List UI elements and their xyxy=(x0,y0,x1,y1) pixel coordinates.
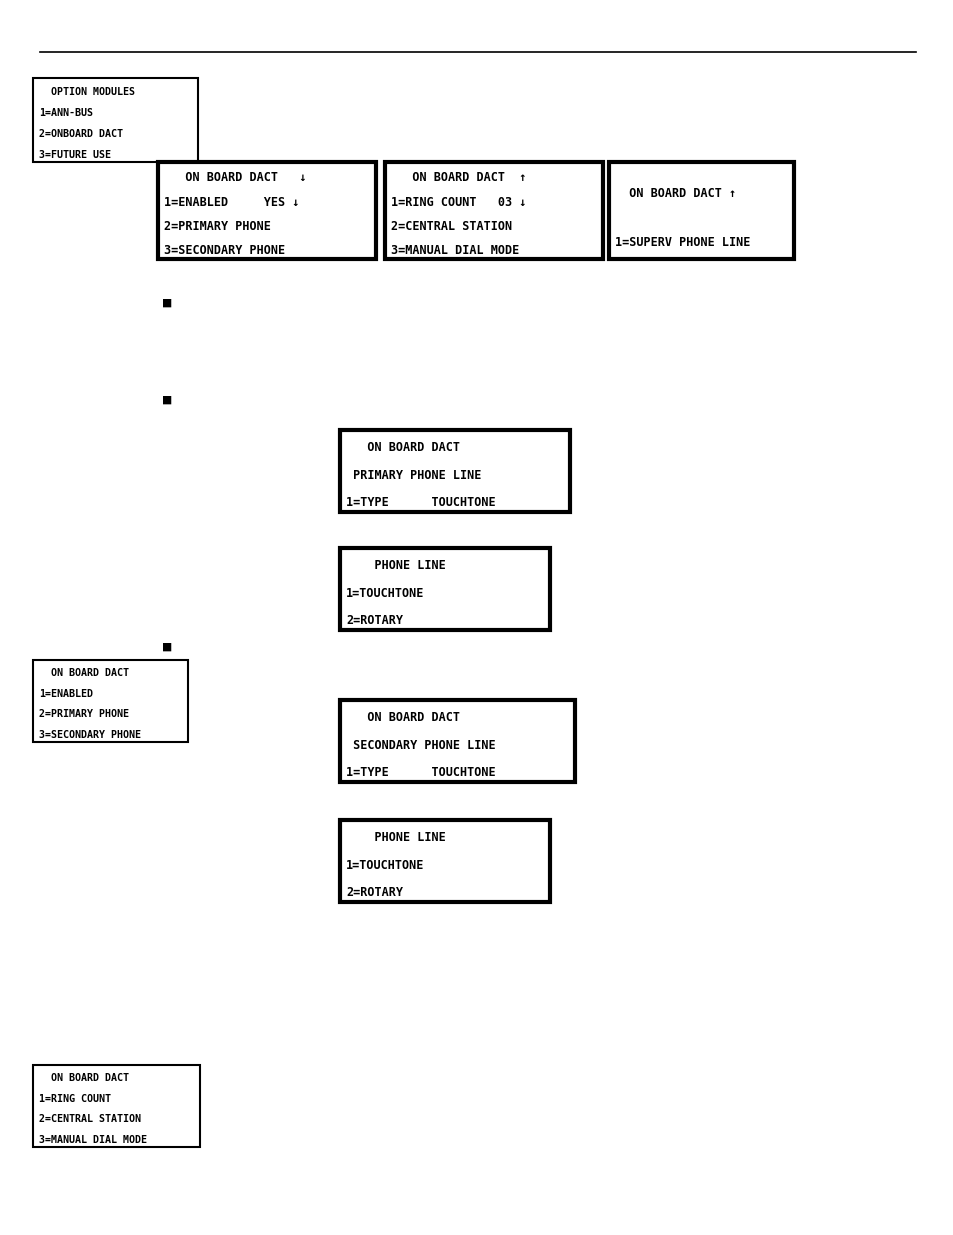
Text: 3=MANUAL DIAL MODE: 3=MANUAL DIAL MODE xyxy=(391,245,518,257)
Bar xyxy=(339,820,550,902)
Text: 1=RING COUNT   03 ↓: 1=RING COUNT 03 ↓ xyxy=(391,195,526,209)
Text: 1=SUPERV PHONE LINE: 1=SUPERV PHONE LINE xyxy=(615,236,750,248)
Text: ON BOARD DACT: ON BOARD DACT xyxy=(346,711,459,724)
Text: 3=MANUAL DIAL MODE: 3=MANUAL DIAL MODE xyxy=(39,1135,147,1145)
Text: 3=SECONDARY PHONE: 3=SECONDARY PHONE xyxy=(164,245,285,257)
Text: 1=RING COUNT: 1=RING COUNT xyxy=(39,1094,111,1104)
Bar xyxy=(33,1065,200,1147)
Text: ■: ■ xyxy=(163,296,172,310)
Text: 1=TYPE      TOUCHTONE: 1=TYPE TOUCHTONE xyxy=(346,496,496,509)
Text: PHONE LINE: PHONE LINE xyxy=(346,559,445,572)
Text: 1=TYPE      TOUCHTONE: 1=TYPE TOUCHTONE xyxy=(346,766,496,779)
Text: ■: ■ xyxy=(163,393,172,408)
Text: 2=ONBOARD DACT: 2=ONBOARD DACT xyxy=(39,128,123,138)
Bar xyxy=(158,162,375,259)
Text: 2=CENTRAL STATION: 2=CENTRAL STATION xyxy=(39,1114,141,1124)
Text: ON BOARD DACT: ON BOARD DACT xyxy=(39,1073,129,1083)
Text: ■: ■ xyxy=(163,640,172,655)
Text: 2=ROTARY: 2=ROTARY xyxy=(346,614,402,627)
Text: ON BOARD DACT  ↑: ON BOARD DACT ↑ xyxy=(391,172,526,184)
Text: ON BOARD DACT   ↓: ON BOARD DACT ↓ xyxy=(164,172,306,184)
Bar xyxy=(33,659,188,742)
Text: 3=FUTURE USE: 3=FUTURE USE xyxy=(39,149,111,159)
Text: 1=TOUCHTONE: 1=TOUCHTONE xyxy=(346,587,424,600)
Bar xyxy=(385,162,602,259)
Bar xyxy=(608,162,793,259)
Text: ON BOARD DACT: ON BOARD DACT xyxy=(346,441,459,454)
Bar xyxy=(33,78,198,162)
Bar xyxy=(339,700,575,782)
Bar xyxy=(339,548,550,630)
Text: 2=ROTARY: 2=ROTARY xyxy=(346,885,402,899)
Text: ON BOARD DACT: ON BOARD DACT xyxy=(39,668,129,678)
Text: 2=PRIMARY PHONE: 2=PRIMARY PHONE xyxy=(164,220,271,232)
Text: 2=PRIMARY PHONE: 2=PRIMARY PHONE xyxy=(39,709,129,719)
Text: PRIMARY PHONE LINE: PRIMARY PHONE LINE xyxy=(346,468,481,482)
Text: 1=ANN-BUS: 1=ANN-BUS xyxy=(39,107,92,117)
Text: OPTION MODULES: OPTION MODULES xyxy=(39,86,135,96)
Text: 1=ENABLED     YES ↓: 1=ENABLED YES ↓ xyxy=(164,195,299,209)
Text: 3=SECONDARY PHONE: 3=SECONDARY PHONE xyxy=(39,730,141,740)
Text: 1=TOUCHTONE: 1=TOUCHTONE xyxy=(346,858,424,872)
Bar xyxy=(339,430,569,513)
Text: PHONE LINE: PHONE LINE xyxy=(346,831,445,845)
Text: 1=ENABLED: 1=ENABLED xyxy=(39,689,92,699)
Text: 2=CENTRAL STATION: 2=CENTRAL STATION xyxy=(391,220,512,232)
Text: ON BOARD DACT ↑: ON BOARD DACT ↑ xyxy=(615,186,736,200)
Text: SECONDARY PHONE LINE: SECONDARY PHONE LINE xyxy=(346,739,496,752)
